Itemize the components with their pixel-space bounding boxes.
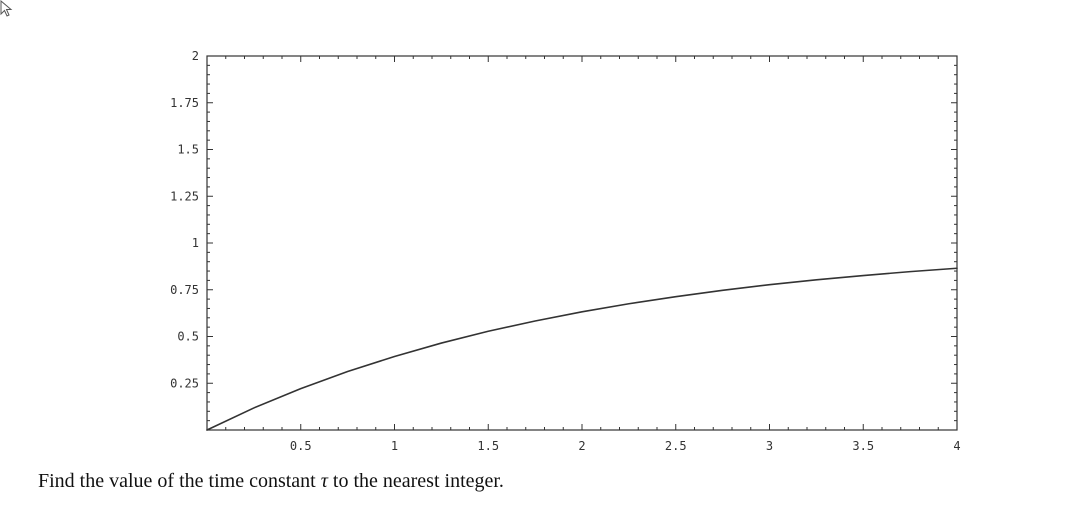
x-tick-label: 1.5 bbox=[477, 439, 499, 453]
y-tick-label: 0.75 bbox=[170, 283, 199, 297]
question-text: Find the value of the time constant τ to… bbox=[38, 470, 504, 493]
y-tick-label: 0.5 bbox=[177, 330, 199, 344]
tick-marks-group bbox=[207, 56, 957, 430]
y-tick-label: 0.25 bbox=[170, 376, 199, 390]
y-tick-label: 1.75 bbox=[170, 96, 199, 110]
question-text-after: to the nearest integer. bbox=[327, 470, 504, 492]
y-tick-label: 1 bbox=[192, 236, 199, 250]
plot-frame-group bbox=[206, 55, 958, 431]
x-tick-label: 1 bbox=[391, 439, 398, 453]
x-tick-label: 3.5 bbox=[852, 439, 874, 453]
tick-labels-group: 0.5 1 1.5 2 2.5 3 3.5 4 0.25 0.5 0.75 1 1.25 1.5 1.75 2 bbox=[170, 49, 961, 453]
mouse-cursor-icon bbox=[0, 0, 13, 17]
question-text-before: Find the value of the time constant bbox=[38, 470, 321, 492]
y-tick-label: 1.25 bbox=[170, 189, 199, 203]
x-tick-label: 3 bbox=[766, 439, 773, 453]
y-tick-label: 2 bbox=[192, 49, 199, 63]
line-chart: 0.5 1 1.5 2 2.5 3 3.5 4 0.25 0.5 0.75 1 1.25 1.5 1.75 2 bbox=[170, 49, 961, 453]
x-tick-label: 2 bbox=[578, 439, 585, 453]
plot-frame bbox=[206, 55, 958, 431]
y-tick-label: 1.5 bbox=[177, 143, 199, 157]
x-tick-label: 0.5 bbox=[290, 439, 312, 453]
x-tick-label: 2.5 bbox=[665, 439, 687, 453]
x-tick-label: 4 bbox=[953, 439, 960, 453]
tau-symbol: τ bbox=[320, 470, 328, 492]
series-line bbox=[206, 267, 958, 431]
series-group bbox=[206, 267, 958, 431]
